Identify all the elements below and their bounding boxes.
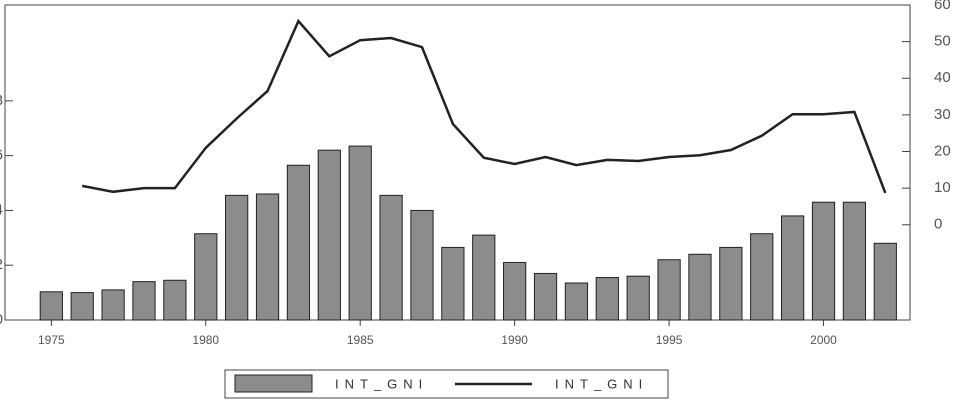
y-tick-label: 0 [0,311,3,328]
x-tick-label: 1985 [347,333,374,347]
bar [441,246,465,321]
bar [132,281,156,321]
bar [750,233,774,321]
bar [564,282,589,321]
bar [503,261,527,321]
y-tick-label: 2 [0,256,3,273]
bar [657,259,681,321]
legend-label: INT_GNI [555,376,648,391]
y-tick-label: 8 [0,92,3,109]
bar [626,275,650,321]
bar [39,291,63,321]
bar [163,279,187,321]
bar [595,277,619,321]
x-tick-label: 2000 [810,333,837,347]
y2-tick-label: 10 [934,179,951,196]
bar [286,164,311,321]
bar [873,242,897,321]
y-tick-label: 6 [0,147,3,164]
x-tick-label: 1995 [656,333,683,347]
legend-frame [224,369,669,399]
bar [688,253,712,321]
bar [101,289,125,321]
bar [225,194,249,321]
bar [719,246,743,321]
bar [379,194,403,321]
bar [472,234,496,321]
bar [781,215,805,321]
legend-label: INT_GNI [335,376,428,391]
line [81,18,887,194]
bar [317,149,341,321]
y2-tick-label: 50 [934,33,951,50]
y2-tick-label: 30 [934,106,951,123]
bar [194,233,218,321]
bar [811,201,836,321]
bar [255,193,280,321]
y2-tick-label: 20 [934,142,951,159]
y2-tick-label: 0 [934,216,942,233]
bar [348,145,372,321]
bar [70,292,94,321]
x-tick-label: 1975 [38,333,65,347]
x-tick-label: 1980 [192,333,219,347]
legend-swatch [234,374,313,393]
y2-tick-label: 40 [934,69,951,86]
bar [842,201,867,321]
y2-tick-label: 60 [934,0,951,13]
bar [410,209,434,321]
bar [533,272,558,321]
y-tick-label: 4 [0,201,3,218]
x-tick-label: 1990 [501,333,528,347]
